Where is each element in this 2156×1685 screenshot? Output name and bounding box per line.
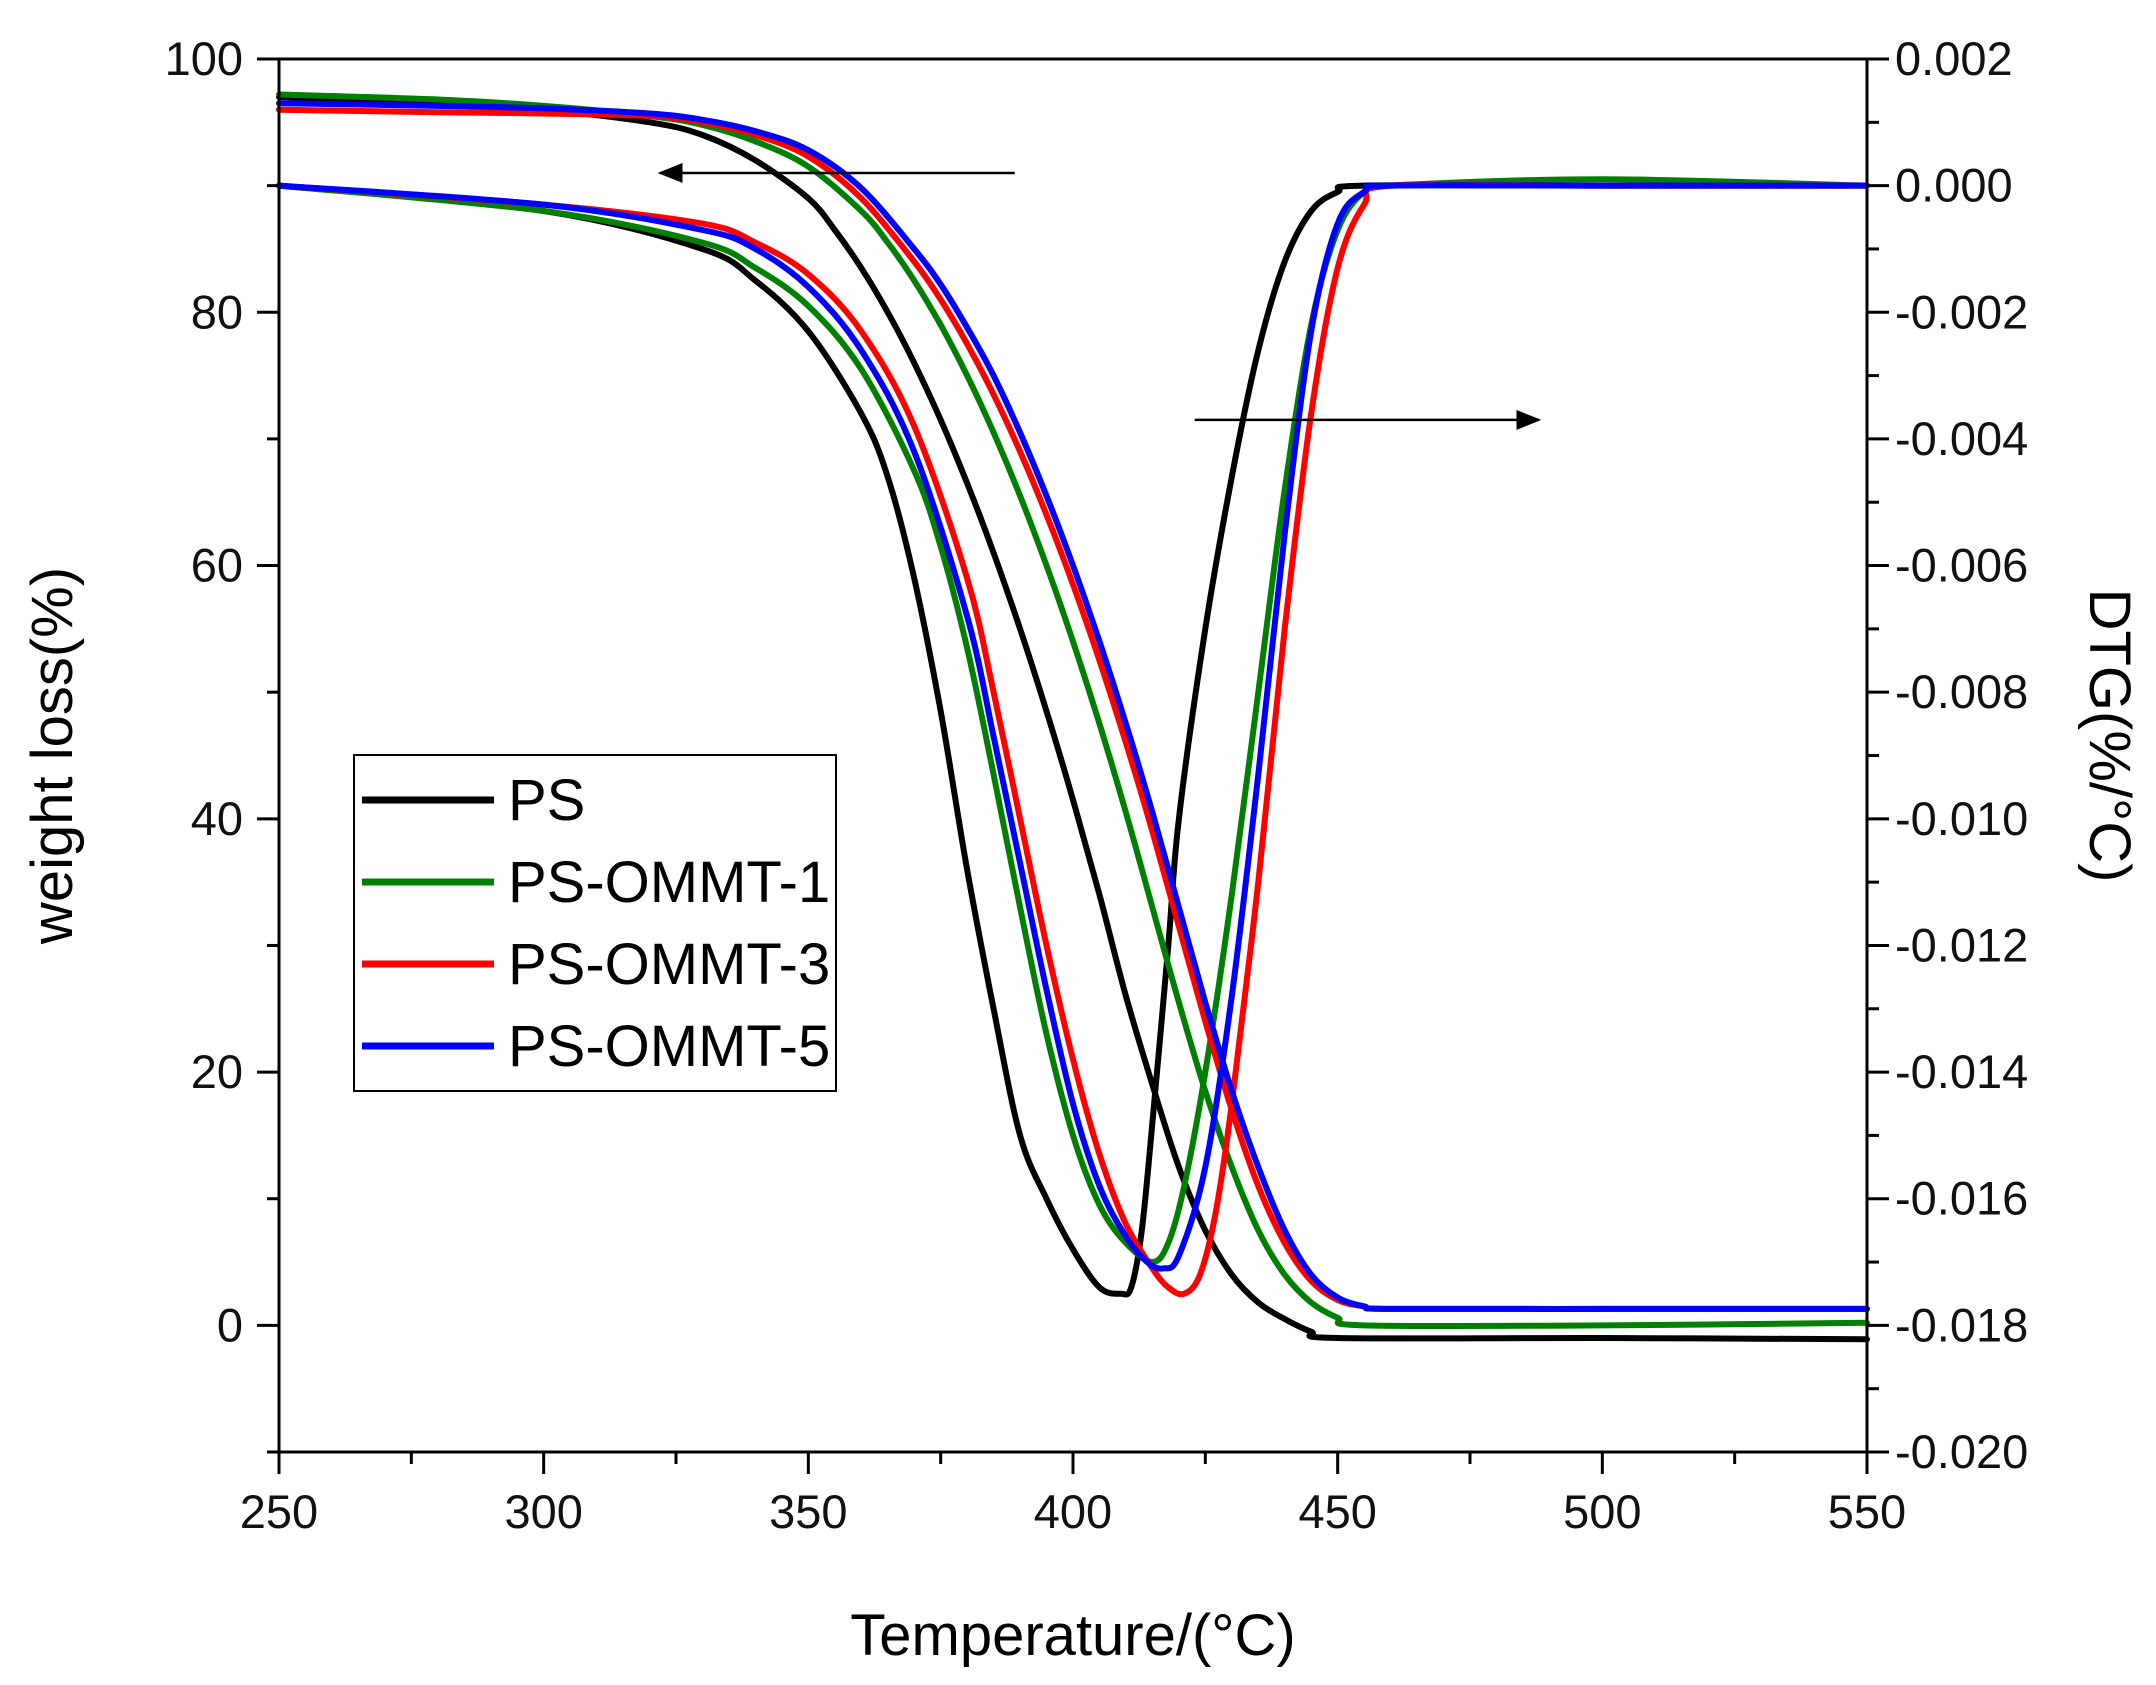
y-right-tick-label: -0.002	[1895, 285, 2028, 338]
y-left-tick-label: 40	[191, 792, 243, 845]
y-left-tick-label: 20	[191, 1045, 243, 1098]
y-left-tick-label: 60	[191, 539, 243, 592]
y-right-tick-label: -0.012	[1895, 918, 2028, 971]
legend-label-ps-ommt-3: PS-OMMT-3	[508, 932, 830, 997]
x-tick-label: 250	[240, 1485, 318, 1538]
y-right-tick-label: -0.020	[1895, 1425, 2028, 1478]
y-right-tick-label: -0.008	[1895, 665, 2028, 718]
y-axis-right-title: DTG(%/°C)	[2077, 589, 2142, 883]
legend-label-ps: PS	[508, 768, 585, 833]
x-tick-label: 450	[1298, 1485, 1376, 1538]
x-tick-label: 350	[769, 1485, 847, 1538]
y-right-tick-label: -0.014	[1895, 1045, 2028, 1098]
y-left-tick-label: 80	[191, 285, 243, 338]
y-right-tick-label: -0.010	[1895, 792, 2028, 845]
y-right-tick-label: -0.006	[1895, 539, 2028, 592]
y-axis-left-title: weight loss(%)	[20, 567, 85, 945]
y-right-tick-label: 0.002	[1895, 32, 2013, 85]
y-right-tick-label: 0.000	[1895, 159, 2013, 212]
series-line-tg-ps	[276, 94, 1870, 1343]
series-line-dtg-ps	[276, 182, 1870, 1298]
x-axis-title: Temperature/(°C)	[850, 1603, 1295, 1668]
x-tick-label: 550	[1828, 1485, 1906, 1538]
x-tick-label: 500	[1563, 1485, 1641, 1538]
series-line-dtg-ps-ommt-5	[276, 182, 1870, 1272]
y-right-tick-label: -0.004	[1895, 412, 2028, 465]
series-line-tg-ps-ommt-1	[276, 91, 1870, 1330]
x-tick-label: 300	[504, 1485, 582, 1538]
y-left-tick-label: 100	[165, 32, 243, 85]
y-left-tick-label: 0	[217, 1298, 243, 1351]
legend-box	[353, 754, 837, 1092]
y-right-tick-label: -0.018	[1895, 1298, 2028, 1351]
x-tick-label: 400	[1034, 1485, 1112, 1538]
legend-label-ps-ommt-1: PS-OMMT-1	[508, 850, 830, 915]
legend-label-ps-ommt-5: PS-OMMT-5	[508, 1014, 830, 1079]
legend: PS PS-OMMT-1 PS-OMMT-3 PS-OMMT-5	[353, 754, 837, 1092]
y-right-tick-label: -0.016	[1895, 1172, 2028, 1225]
series-line-tg-ps-ommt-5	[276, 100, 1870, 1313]
